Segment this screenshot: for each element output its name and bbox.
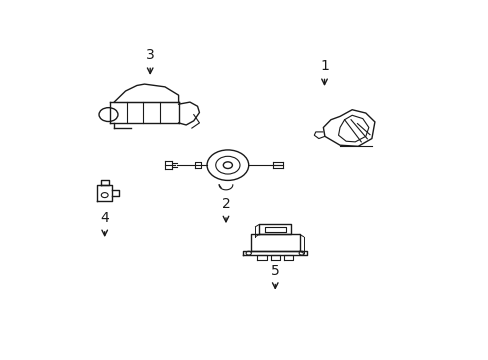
Text: 1: 1 bbox=[320, 59, 328, 73]
Text: 3: 3 bbox=[145, 48, 154, 62]
Text: 4: 4 bbox=[100, 211, 109, 225]
Text: 2: 2 bbox=[221, 198, 230, 211]
Text: 5: 5 bbox=[270, 264, 279, 278]
